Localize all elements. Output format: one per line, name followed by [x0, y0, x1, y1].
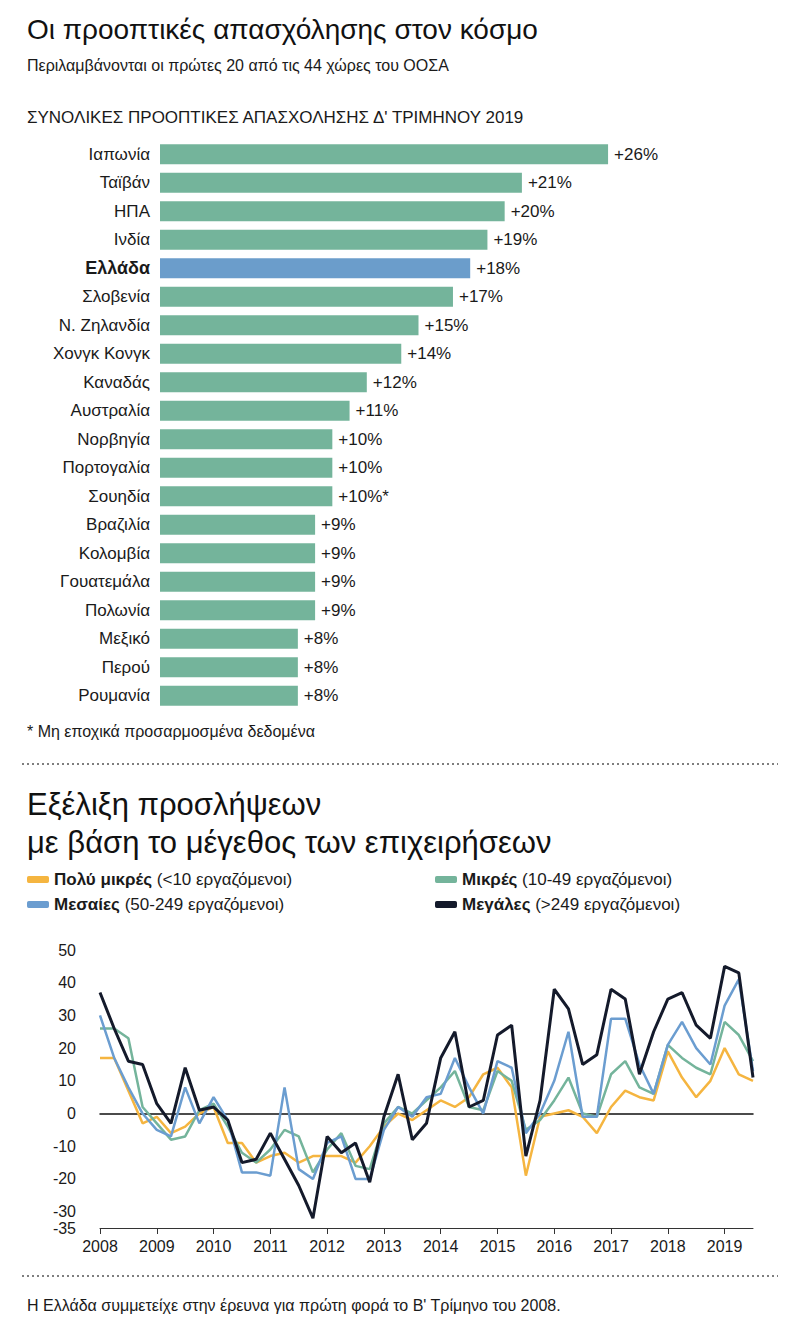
svg-text:2010: 2010 — [196, 1238, 232, 1255]
svg-text:-30: -30 — [53, 1203, 76, 1220]
svg-text:+19%: +19% — [493, 230, 537, 249]
svg-text:Περιλαμβάνονται οι πρώτες 20 α: Περιλαμβάνονται οι πρώτες 20 από τις 44 … — [27, 57, 449, 74]
svg-text:2018: 2018 — [650, 1238, 686, 1255]
svg-text:2013: 2013 — [366, 1238, 402, 1255]
svg-text:Ρουμανία: Ρουμανία — [78, 686, 150, 705]
svg-text:+10%*: +10%* — [338, 487, 389, 506]
svg-text:Πολωνία: Πολωνία — [85, 601, 150, 620]
svg-text:Οι προοπτικές απασχόλησης στον: Οι προοπτικές απασχόλησης στον κόσμο — [27, 14, 538, 45]
svg-text:-35: -35 — [53, 1220, 76, 1237]
svg-text:30: 30 — [58, 1007, 76, 1024]
svg-text:Γουατεμάλα: Γουατεμάλα — [60, 572, 150, 591]
svg-text:ΣΥΝΟΛΙΚΕΣ ΠΡΟΟΠΤΙΚΕΣ ΑΠΑΣΧΟΛΗΣ: ΣΥΝΟΛΙΚΕΣ ΠΡΟΟΠΤΙΚΕΣ ΑΠΑΣΧΟΛΗΣΗΣ Δ' ΤΡΙΜ… — [27, 108, 523, 127]
svg-text:+15%: +15% — [425, 316, 469, 335]
svg-text:(10-49 εργαζόμενοι): (10-49 εργαζόμενοι) — [517, 870, 672, 889]
svg-text:Χονγκ Κονγκ: Χονγκ Κονγκ — [53, 344, 151, 363]
svg-text:* Μη εποχικά προσαρμοσμένα δεδ: * Μη εποχικά προσαρμοσμένα δεδομένα — [27, 723, 315, 740]
svg-text:ΗΠΑ: ΗΠΑ — [114, 202, 151, 221]
svg-text:Σουηδία: Σουηδία — [88, 487, 150, 506]
svg-text:Πολύ μικρές: Πολύ μικρές — [54, 870, 152, 889]
svg-text:Ν. Ζηλανδία: Ν. Ζηλανδία — [59, 316, 150, 335]
svg-text:Περού: Περού — [102, 658, 150, 677]
svg-text:+9%: +9% — [321, 572, 356, 591]
svg-text:2014: 2014 — [423, 1238, 459, 1255]
svg-text:+12%: +12% — [373, 373, 417, 392]
svg-text:Κολομβία: Κολομβία — [79, 544, 150, 563]
svg-text:Μεσαίες: Μεσαίες — [54, 895, 120, 914]
svg-text:+9%: +9% — [321, 601, 356, 620]
svg-text:+9%: +9% — [321, 544, 356, 563]
svg-text:2015: 2015 — [480, 1238, 516, 1255]
svg-text:+9%: +9% — [321, 515, 356, 534]
svg-text:(50-249 εργαζόμενοι): (50-249 εργαζόμενοι) — [120, 895, 284, 914]
svg-text:(<10 εργαζόμενοι): (<10 εργαζόμενοι) — [152, 870, 292, 889]
svg-text:Νορβηγία: Νορβηγία — [77, 430, 150, 449]
svg-text:-10: -10 — [53, 1138, 76, 1155]
svg-text:+17%: +17% — [459, 287, 503, 306]
svg-text:2009: 2009 — [139, 1238, 175, 1255]
svg-text:Αυστραλία: Αυστραλία — [71, 401, 151, 420]
svg-text:Πορτογαλία: Πορτογαλία — [62, 458, 150, 477]
svg-text:Εξέλιξη προσλήψεων: Εξέλιξη προσλήψεων — [27, 787, 321, 822]
svg-text:Ταϊβάν: Ταϊβάν — [100, 173, 150, 192]
svg-text:+10%: +10% — [338, 458, 382, 477]
svg-text:2017: 2017 — [593, 1238, 629, 1255]
svg-text:2012: 2012 — [309, 1238, 345, 1255]
svg-text:40: 40 — [58, 974, 76, 991]
svg-text:+8%: +8% — [304, 658, 339, 677]
svg-text:0: 0 — [67, 1105, 76, 1122]
svg-text:2008: 2008 — [82, 1238, 118, 1255]
svg-text:+10%: +10% — [338, 430, 382, 449]
svg-text:Σλοβενία: Σλοβενία — [82, 287, 150, 306]
svg-text:Βραζιλία: Βραζιλία — [86, 515, 150, 534]
svg-text:+11%: +11% — [356, 401, 399, 420]
svg-text:Μεγάλες: Μεγάλες — [462, 895, 531, 914]
svg-text:+20%: +20% — [511, 202, 555, 221]
svg-text:+14%: +14% — [407, 344, 451, 363]
svg-text:Καναδάς: Καναδάς — [83, 373, 150, 392]
svg-text:10: 10 — [58, 1072, 76, 1089]
svg-text:+26%: +26% — [614, 145, 658, 164]
svg-text:2016: 2016 — [536, 1238, 572, 1255]
svg-text:-20: -20 — [53, 1170, 76, 1187]
svg-text:+8%: +8% — [304, 686, 339, 705]
svg-text:Ιαπωνία: Ιαπωνία — [89, 145, 151, 164]
svg-text:Μικρές: Μικρές — [462, 870, 518, 889]
svg-text:με βάση το μέγεθος των επιχειρ: με βάση το μέγεθος των επιχειρήσεων — [27, 825, 551, 860]
svg-text:2019: 2019 — [707, 1238, 743, 1255]
svg-text:+18%: +18% — [476, 259, 520, 278]
svg-text:50: 50 — [58, 942, 76, 959]
svg-text:+21%: +21% — [528, 173, 572, 192]
svg-text:+8%: +8% — [304, 629, 339, 648]
svg-text:Η Ελλάδα συμμετείχε στην έρευν: Η Ελλάδα συμμετείχε στην έρευνα για πρώτ… — [27, 1297, 561, 1314]
svg-text:(>249 εργαζόμενοι): (>249 εργαζόμενοι) — [530, 895, 680, 914]
svg-text:Μεξικό: Μεξικό — [99, 629, 150, 648]
svg-text:Ελλάδα: Ελλάδα — [85, 258, 150, 278]
svg-text:Ινδία: Ινδία — [114, 230, 150, 249]
svg-text:20: 20 — [58, 1040, 76, 1057]
svg-text:2011: 2011 — [253, 1238, 288, 1255]
